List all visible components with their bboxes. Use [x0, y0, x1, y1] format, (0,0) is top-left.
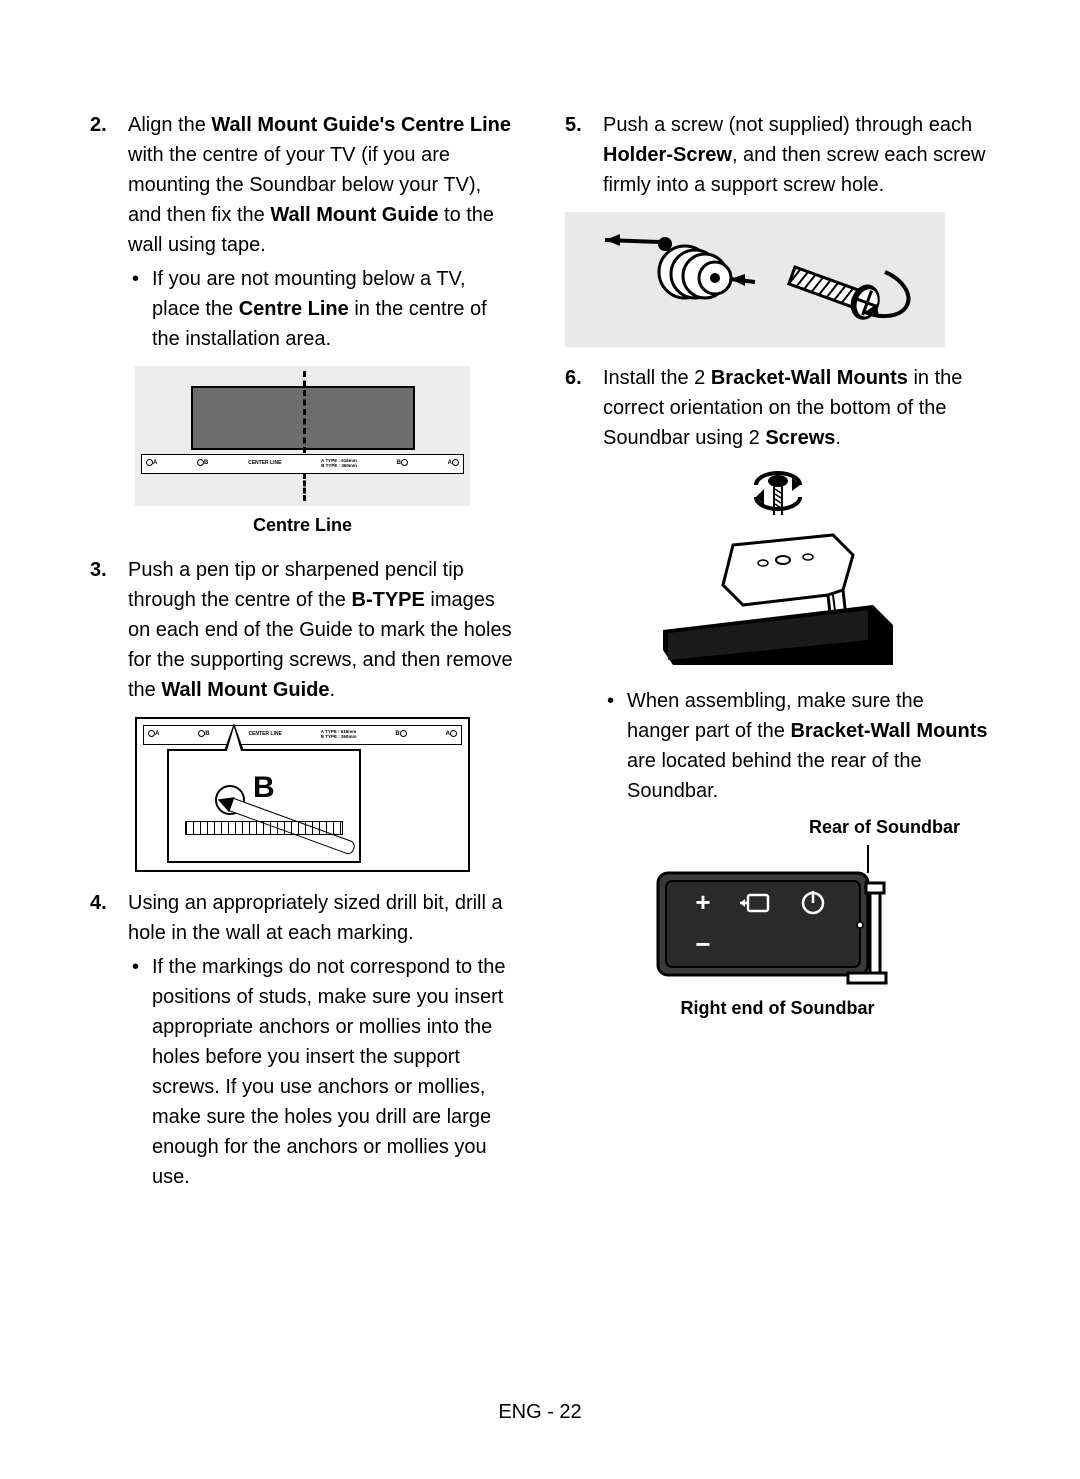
bold-text: Screws — [765, 427, 835, 449]
step-2: 2. Align the Wall Mount Guide's Centre L… — [90, 110, 515, 354]
bold-text: Bracket-Wall Mounts — [711, 367, 908, 389]
mark-a1: A — [148, 730, 159, 739]
mark-a1: A — [146, 459, 157, 468]
bracket-svg — [643, 465, 913, 670]
text: Align the — [128, 114, 211, 136]
bold-text: Wall Mount Guide — [161, 679, 329, 701]
mark-b1: B — [197, 459, 208, 468]
rear-of-soundbar-label: Rear of Soundbar — [565, 814, 990, 841]
soundbar-rear-svg: + − — [648, 845, 908, 985]
figure-5-illustration: + − — [648, 845, 908, 985]
figure-rear-soundbar: Rear of Soundbar + − — [565, 814, 990, 1022]
label: B — [204, 461, 208, 467]
mark-b2: B — [397, 459, 408, 468]
holder-screw-svg — [565, 212, 945, 347]
steps-list-left-3: 4. Using an appropriately sized drill bi… — [90, 888, 515, 1192]
text: Push a screw (not supplied) through each — [603, 114, 972, 136]
step-2-sub: If you are not mounting below a TV, plac… — [128, 264, 515, 354]
bold-text: Centre Line — [239, 298, 349, 320]
step-3-text: Push a pen tip or sharpened pencil tip t… — [128, 559, 513, 701]
steps-list-right-2: 6. Install the 2 Bracket-Wall Mounts in … — [565, 363, 990, 453]
type-b: B TYPE : 360mm — [321, 463, 357, 468]
bold-text: Holder-Screw — [603, 144, 732, 166]
page-footer: ENG - 22 — [0, 1401, 1080, 1424]
label: A — [153, 461, 157, 467]
step-6: 6. Install the 2 Bracket-Wall Mounts in … — [565, 363, 990, 453]
sub-list: If you are not mounting below a TV, plac… — [128, 264, 515, 354]
left-column: 2. Align the Wall Mount Guide's Centre L… — [90, 110, 515, 1200]
type-label: A TYPE : 616mm B TYPE : 360mm — [321, 459, 357, 469]
center-label: CENTER LINE — [248, 731, 281, 739]
steps-list-right: 5. Push a screw (not supplied) through e… — [565, 110, 990, 200]
steps-list-left: 2. Align the Wall Mount Guide's Centre L… — [90, 110, 515, 354]
step-4-sub: If the markings do not correspond to the… — [128, 952, 515, 1192]
steps-list-left-2: 3. Push a pen tip or sharpened pencil ti… — [90, 555, 515, 705]
text: Install the 2 — [603, 367, 711, 389]
manual-page: 2. Align the Wall Mount Guide's Centre L… — [0, 0, 1080, 1479]
label: A — [155, 732, 159, 738]
text: are located behind the rear of the Sound… — [627, 750, 922, 802]
step-5: 5. Push a screw (not supplied) through e… — [565, 110, 990, 200]
big-b-label: B — [253, 765, 275, 810]
right-end-soundbar-label: Right end of Soundbar — [565, 995, 990, 1022]
figure-b-type-mark: A B CENTER LINE A TYPE : 616mm B TYPE : … — [90, 717, 515, 872]
label: B — [205, 732, 209, 738]
type-label: A TYPE : 616mm B TYPE : 360mm — [321, 730, 357, 740]
step-6-text: Install the 2 Bracket-Wall Mounts in the… — [603, 367, 962, 449]
figure-3-illustration — [565, 212, 945, 347]
sub-list: If the markings do not correspond to the… — [128, 952, 515, 1192]
step-6-sub-list: When assembling, make sure the hanger pa… — [603, 686, 990, 806]
figure-bracket-mount — [565, 465, 990, 670]
svg-text:−: − — [695, 929, 710, 959]
step-2-text: Align the Wall Mount Guide's Centre Line… — [128, 114, 511, 256]
figure-1-caption: Centre Line — [90, 512, 515, 539]
callout-inner: B — [175, 757, 353, 855]
zoom-callout: B — [167, 749, 361, 863]
mark-a2: A — [446, 730, 457, 739]
figure-holder-screw — [565, 212, 990, 347]
mark-b2: B — [395, 730, 406, 739]
svg-text:+: + — [695, 887, 710, 917]
mark-b1: B — [198, 730, 209, 739]
step-4: 4. Using an appropriately sized drill bi… — [90, 888, 515, 1192]
wall-mount-guide-strip: A B CENTER LINE A TYPE : 616mm B TYPE : … — [141, 454, 464, 474]
right-column: 5. Push a screw (not supplied) through e… — [565, 110, 990, 1200]
figure-4-illustration — [643, 465, 913, 670]
wall-mount-guide-strip-2: A B CENTER LINE A TYPE : 616mm B TYPE : … — [143, 725, 462, 745]
step-4-text: Using an appropriately sized drill bit, … — [128, 892, 503, 944]
text: . — [329, 679, 335, 701]
two-column-layout: 2. Align the Wall Mount Guide's Centre L… — [90, 110, 990, 1200]
bold-text: Wall Mount Guide — [270, 204, 438, 226]
step-3: 3. Push a pen tip or sharpened pencil ti… — [90, 555, 515, 705]
callout-pointer — [224, 723, 244, 751]
step-5-text: Push a screw (not supplied) through each… — [603, 114, 985, 196]
step-number: 6. — [565, 363, 582, 393]
figure-1-illustration: A B CENTER LINE A TYPE : 616mm B TYPE : … — [135, 366, 470, 506]
type-b: B TYPE : 360mm — [321, 734, 357, 739]
step-number: 2. — [90, 110, 107, 140]
step-6-sub: When assembling, make sure the hanger pa… — [603, 686, 990, 806]
figure-2-illustration: A B CENTER LINE A TYPE : 616mm B TYPE : … — [135, 717, 470, 872]
figure-centre-line: A B CENTER LINE A TYPE : 616mm B TYPE : … — [90, 366, 515, 539]
mark-a2: A — [448, 459, 459, 468]
text: . — [835, 427, 841, 449]
center-label: CENTER LINE — [248, 460, 281, 468]
step-number: 5. — [565, 110, 582, 140]
centre-dashed-line-bottom — [303, 473, 306, 501]
ruler-icon — [185, 821, 343, 835]
bold-text: Bracket-Wall Mounts — [790, 720, 987, 742]
step-number: 3. — [90, 555, 107, 585]
step-number: 4. — [90, 888, 107, 918]
bold-text: Wall Mount Guide's Centre Line — [211, 114, 511, 136]
centre-dashed-line — [303, 371, 306, 453]
bold-text: B-TYPE — [352, 589, 425, 611]
